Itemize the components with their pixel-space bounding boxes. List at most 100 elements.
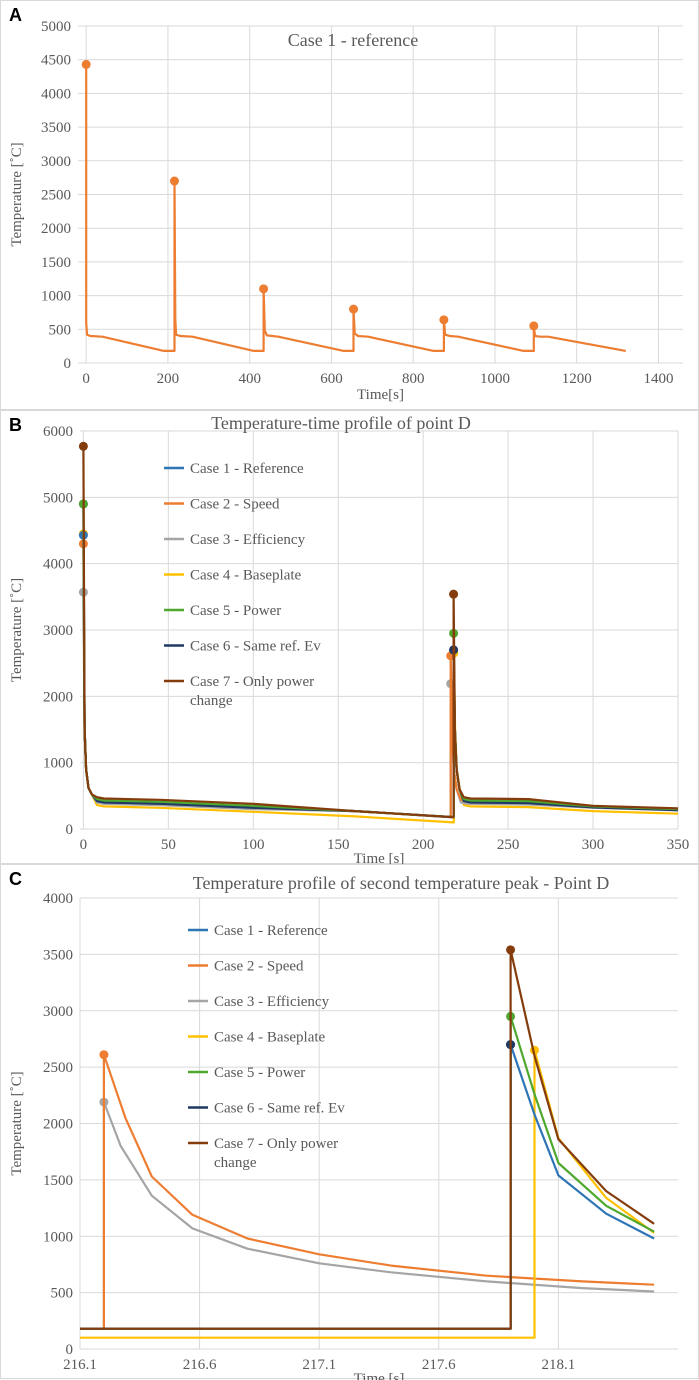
chart-a-ytick-label: 2500 — [41, 188, 71, 204]
chart-a-ytick-label: 1500 — [41, 255, 71, 271]
chart-b-ytick-label: 0 — [66, 822, 74, 838]
chart-b-series-line — [82, 503, 679, 819]
chart-b-legend-label: Case 5 - Power — [190, 603, 281, 619]
panel-c: 0 500 1000 1500 2000 2500 3000 3500 4000 216.1 216… — [0, 864, 699, 1380]
chart-b: 0 1000 2000 3000 4000 5000 6000 0 50 100 150 200 250… — [9, 413, 689, 865]
chart-c-legend-label: Case 5 - Power — [214, 1065, 305, 1081]
chart-b-ytick-label: 3000 — [43, 623, 73, 639]
chart-c-y-axis-label: Temperature [˚C] — [9, 1071, 25, 1175]
chart-c-ytick-label: 1000 — [43, 1229, 73, 1245]
chart-c-ytick-label: 3500 — [43, 947, 73, 963]
chart-c-series-line — [80, 1044, 512, 1330]
chart-b-series-line — [82, 446, 679, 819]
chart-b-xtick-label: 100 — [242, 837, 265, 853]
chart-a-ytick-label: 4500 — [41, 53, 71, 69]
chart-a: 0500100015002000250030003500400045005000… — [9, 19, 683, 403]
chart-b-x-axis-label: Time [s] — [354, 851, 405, 865]
chart-c-legend-label: Case 4 - Baseplate — [214, 1030, 326, 1046]
chart-c-xtick-label: 216.1 — [63, 1357, 97, 1373]
chart-a-xtick-label: 200 — [157, 371, 180, 387]
chart-c-chart-title: Temperature profile of second temperatur… — [193, 873, 610, 893]
chart-a-xtick-label: 1000 — [480, 371, 510, 387]
chart-a-ytick-label: 3500 — [41, 120, 71, 136]
chart-a-ytick-label: 0 — [64, 356, 72, 372]
chart-a-series-line — [85, 64, 626, 352]
chart-a-xtick-label: 1400 — [643, 371, 673, 387]
chart-c-series-line — [80, 1053, 655, 1330]
chart-b-xtick-label: 250 — [497, 837, 520, 853]
chart-b-ytick-label: 2000 — [43, 689, 73, 705]
chart-b-series-line — [82, 592, 679, 819]
panel-label-b: B — [9, 415, 22, 435]
chart-a-peak-marker — [439, 315, 449, 325]
chart-b-chart-title: Temperature-time profile of point D — [211, 413, 471, 433]
chart-c-legend-label: Case 6 - Same ref. Ev — [214, 1101, 345, 1117]
chart-c-legend-label: Case 3 - Efficiency — [214, 994, 330, 1010]
chart-b-legend-label: Case 4 - Baseplate — [190, 568, 302, 584]
chart-c-series-line — [80, 1101, 655, 1330]
chart-c: 0 500 1000 1500 2000 2500 3000 3500 4000 216.1 216… — [9, 873, 678, 1380]
chart-a-xtick-label: 1200 — [562, 371, 592, 387]
chart-b-ytick-label: 4000 — [43, 557, 73, 573]
chart-b-peak-marker — [449, 589, 459, 599]
panel-b: 0 1000 2000 3000 4000 5000 6000 0 50 100 150 200 250… — [0, 410, 699, 865]
chart-b-xtick-label: 0 — [80, 837, 88, 853]
chart-c-ytick-label: 0 — [66, 1342, 74, 1358]
chart-b-xtick-label: 200 — [412, 837, 435, 853]
chart-b-xtick-label: 150 — [327, 837, 350, 853]
chart-c-ytick-label: 4000 — [43, 891, 73, 907]
chart-c-xtick-label: 217.1 — [302, 1357, 336, 1373]
chart-a-xtick-label: 800 — [402, 371, 425, 387]
chart-b-legend-label-cont: change — [190, 693, 233, 709]
chart-b-ytick-label: 6000 — [43, 424, 73, 440]
chart-c-x-axis-label: Time [s] — [354, 1371, 405, 1380]
chart-a-xtick-label: 400 — [238, 371, 261, 387]
chart-c-ytick-label: 500 — [51, 1286, 74, 1302]
chart-b-y-axis-label: Temperature [˚C] — [9, 578, 25, 682]
chart-a-chart-title: Case 1 - reference — [288, 30, 418, 50]
chart-a-y-axis-label: Temperature [˚C] — [9, 142, 25, 246]
panel-label-c: C — [9, 869, 22, 889]
chart-c-legend-label: Case 1 - Reference — [214, 923, 328, 939]
chart-a-ytick-label: 5000 — [41, 19, 71, 35]
chart-b-series-line — [82, 533, 679, 824]
panel-a: 0 500 1000 1500 2000 2500 3000 3500 4000 4500 5000… — [0, 0, 699, 410]
chart-a-xtick-label: 0 — [82, 371, 90, 387]
chart-c-legend-label-cont: change — [214, 1155, 257, 1171]
chart-c-series-line — [80, 1049, 655, 1339]
chart-a-x-axis-label: Time[s] — [357, 387, 404, 403]
chart-b-legend-label: Case 2 - Speed — [190, 497, 280, 513]
chart-c-peak-marker — [99, 1050, 109, 1060]
chart-c-xtick-label: 218.1 — [542, 1357, 576, 1373]
chart-a-peak-marker — [169, 176, 179, 186]
chart-b-legend-label: Case 1 - Reference — [190, 461, 304, 477]
chart-b-legend-label: Case 3 - Efficiency — [190, 532, 306, 548]
chart-a-peak-marker — [81, 59, 91, 69]
chart-a-ytick-label: 4000 — [41, 86, 71, 102]
chart-a-peak-marker — [529, 321, 539, 331]
chart-a-ytick-label: 1000 — [41, 289, 71, 305]
chart-b-legend-label: Case 6 - Same ref. Ev — [190, 639, 321, 655]
chart-a-peak-marker — [259, 284, 269, 294]
chart-c-series-line — [80, 948, 655, 1330]
chart-b-legend-label: Case 7 - Only power — [190, 674, 314, 690]
chart-a-ytick-label: 2000 — [41, 221, 71, 237]
chart-c-legend-label: Case 2 - Speed — [214, 959, 304, 975]
chart-b-series-line — [82, 503, 679, 819]
chart-c-ytick-label: 2500 — [43, 1060, 73, 1076]
chart-a-peak-marker — [349, 304, 359, 314]
chart-b-xtick-label: 50 — [161, 837, 176, 853]
chart-a-ytick-label: 500 — [49, 322, 72, 338]
chart-c-ytick-label: 3000 — [43, 1004, 73, 1020]
chart-b-peak-marker — [78, 441, 88, 451]
chart-a-xtick-label: 600 — [320, 371, 343, 387]
chart-b-series-line — [82, 535, 679, 819]
chart-c-xtick-label: 216.6 — [183, 1357, 217, 1373]
chart-c-legend-label: Case 7 - Only power — [214, 1136, 338, 1152]
chart-b-ytick-label: 5000 — [43, 490, 73, 506]
chart-c-ytick-label: 2000 — [43, 1117, 73, 1133]
chart-c-ytick-label: 1500 — [43, 1173, 73, 1189]
chart-c-series-line — [80, 1015, 655, 1330]
chart-c-peak-marker — [506, 945, 516, 955]
chart-b-xtick-label: 300 — [582, 837, 605, 853]
